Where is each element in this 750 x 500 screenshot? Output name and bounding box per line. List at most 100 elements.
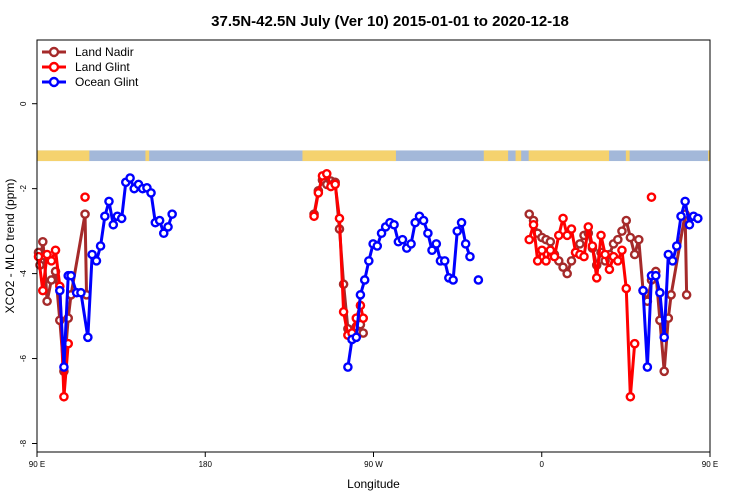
data-point <box>532 256 543 266</box>
data-point <box>406 239 416 249</box>
data-point <box>330 179 340 190</box>
data-point <box>681 290 692 300</box>
data-point <box>167 209 177 219</box>
land-span <box>625 150 630 162</box>
data-point <box>83 332 93 343</box>
data-point <box>66 270 76 281</box>
data-point <box>629 249 640 260</box>
data-point <box>617 226 627 236</box>
land-span <box>528 150 610 162</box>
x-axis-label: Longitude <box>347 477 400 491</box>
data-point <box>431 239 442 249</box>
data-point <box>566 256 577 266</box>
data-point <box>448 275 458 285</box>
data-point <box>37 285 48 296</box>
data-point <box>313 188 324 198</box>
data-point <box>604 264 615 275</box>
data-point <box>465 251 475 262</box>
data-point <box>613 234 623 245</box>
data-point <box>108 219 119 230</box>
legend-item: Ocean Glint <box>42 75 139 89</box>
data-point <box>309 211 319 222</box>
data-point <box>372 241 383 251</box>
y-tick-label: -4 <box>19 270 28 278</box>
data-point <box>528 219 539 230</box>
y-tick-label: -2 <box>19 185 28 193</box>
data-point <box>59 391 69 402</box>
series-line <box>346 214 472 368</box>
data-point <box>338 307 349 317</box>
series-line <box>37 248 70 399</box>
data-point <box>158 228 169 239</box>
data-point <box>355 290 366 300</box>
data-point <box>663 249 674 260</box>
data-point <box>562 268 572 279</box>
data-point <box>638 285 648 296</box>
data-point <box>87 249 97 260</box>
legend-label: Land Nadir <box>75 45 134 59</box>
data-point <box>55 285 65 296</box>
y-tick-label: -6 <box>19 354 28 362</box>
data-point <box>80 209 90 219</box>
data-point <box>100 211 110 222</box>
data-point <box>125 173 135 183</box>
data-point <box>613 256 623 266</box>
data-point <box>42 296 52 307</box>
data-point <box>541 256 551 266</box>
data-point <box>389 219 399 230</box>
data-point <box>76 287 86 298</box>
data-point <box>376 228 387 239</box>
data-point <box>587 241 598 251</box>
data-point <box>625 391 636 402</box>
data-point <box>80 192 90 202</box>
data-point <box>646 192 657 202</box>
legend-label: Land Glint <box>75 60 130 74</box>
data-point <box>575 239 585 249</box>
land-ocean-band <box>37 150 710 162</box>
data-point <box>655 287 665 298</box>
data-point <box>558 213 568 224</box>
data-point <box>456 217 467 228</box>
land-span <box>515 150 522 162</box>
data-point <box>46 275 57 285</box>
data-point <box>37 236 48 247</box>
data-point <box>633 234 644 245</box>
data-point <box>104 196 114 207</box>
data-point <box>334 213 345 224</box>
data-point <box>343 362 353 372</box>
data-point <box>423 228 433 239</box>
data-point <box>621 283 632 294</box>
x-axis: 90 E 180 90 W 0 90 E <box>29 452 718 469</box>
data-point <box>42 249 52 260</box>
series-land-glint <box>33 168 657 402</box>
data-point <box>59 362 69 372</box>
data-point <box>452 226 463 236</box>
y-axis-label: XCO2 - MLO trend (ppm) <box>3 179 17 314</box>
x-tick-label: 180 <box>199 460 213 469</box>
data-point <box>566 224 577 234</box>
chart-title: 37.5N-42.5N July (Ver 10) 2015-01-01 to … <box>211 13 569 30</box>
series-line <box>58 176 174 369</box>
data-point <box>666 290 676 300</box>
data-point <box>596 230 606 241</box>
data-point <box>427 245 437 256</box>
data-point <box>558 262 568 273</box>
data-point <box>163 222 173 232</box>
land-span <box>483 150 509 162</box>
data-point <box>591 273 602 283</box>
legend-swatch-marker <box>48 76 60 88</box>
x-tick-label: 90 W <box>364 460 383 469</box>
data-point <box>95 241 106 251</box>
data-point <box>545 245 556 256</box>
data-point <box>671 241 682 251</box>
data-point <box>667 256 678 266</box>
data-point <box>659 366 669 377</box>
data-point <box>553 230 564 241</box>
data-point <box>410 217 420 228</box>
land-span <box>145 150 150 162</box>
y-tick-label: 0 <box>19 101 28 106</box>
legend-label: Ocean Glint <box>75 75 139 89</box>
